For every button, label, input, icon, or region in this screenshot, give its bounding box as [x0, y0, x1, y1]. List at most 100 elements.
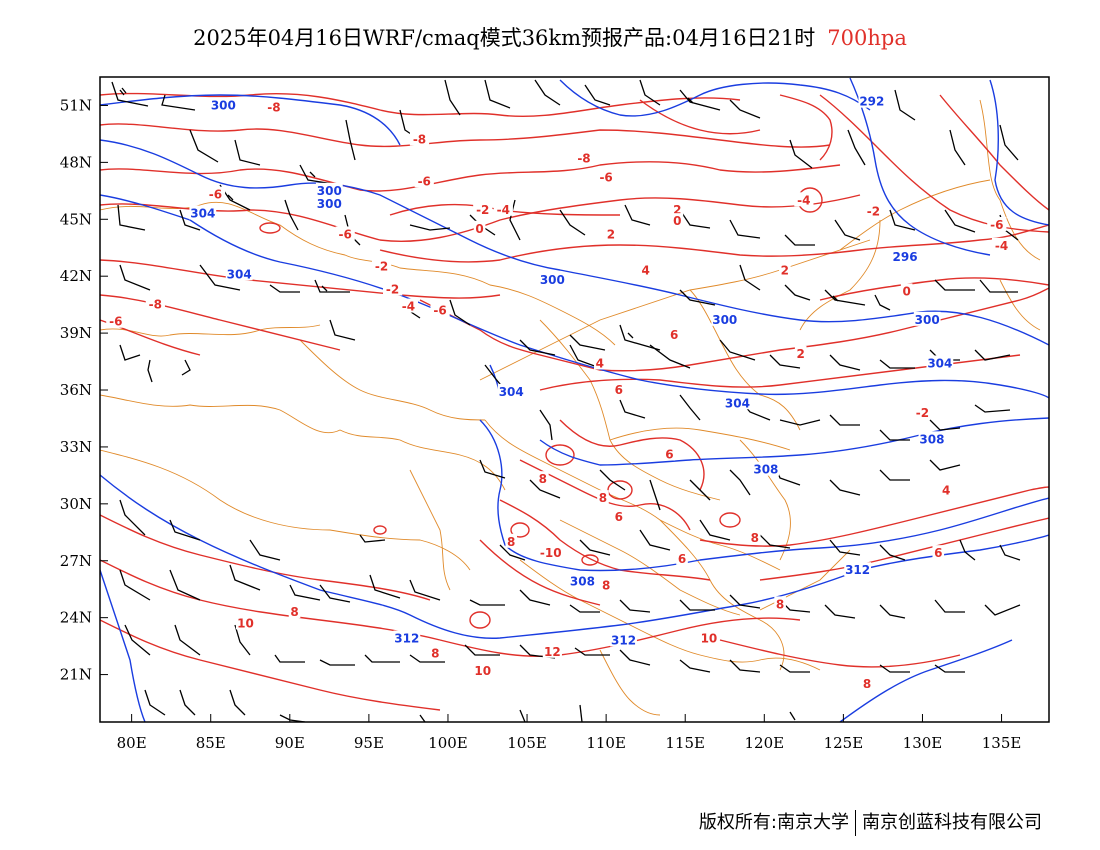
temperature-contour-label: 8: [431, 647, 439, 661]
temperature-contour-label: 6: [934, 546, 942, 560]
temperature-contours: [100, 92, 1049, 711]
height-contour-label-bg: [209, 97, 237, 112]
footer-separator: [855, 810, 856, 836]
lon-tick-label: 105E: [507, 734, 547, 752]
temperature-contour-label: 0: [475, 222, 483, 236]
map-background: [100, 77, 1049, 722]
temperature-contour-label-bg: [779, 262, 791, 277]
temperature-contour-label: 8: [751, 531, 759, 545]
temperature-contour-label: 0: [902, 284, 910, 298]
height-contour-label-bg: [497, 383, 525, 398]
lon-tick-label: 100E: [428, 734, 468, 752]
height-contour-label-bg: [189, 205, 217, 220]
height-contour-label: 304: [499, 385, 524, 399]
lat-tick-label: 42N: [60, 267, 92, 285]
temperature-contour-label-bg: [409, 131, 430, 146]
temperature-contour-label: 8: [602, 578, 610, 592]
map-title: 2025年04月16日WRF/cmaq模式36km预报产品:04月16日21时 7…: [0, 22, 1100, 52]
height-contour-label-bg: [858, 93, 886, 108]
temperature-contour-label-bg: [794, 192, 814, 207]
temperature-contour-label-bg: [205, 186, 226, 201]
height-contour-label-bg: [393, 630, 421, 645]
lon-tick-label: 120E: [745, 734, 785, 752]
lon-tick-label: 80E: [117, 734, 147, 752]
lat-tick-label: 48N: [60, 153, 92, 171]
temperature-contour-label: 6: [615, 383, 623, 397]
temperature-contour-label-bg: [429, 645, 442, 660]
height-contour-label: 300: [540, 273, 565, 287]
temperature-contour-label: -2: [867, 205, 880, 219]
temperature-contour-label: -6: [990, 218, 1003, 232]
temperature-contour-label: -2: [476, 203, 489, 217]
temperature-contour-label-bg: [473, 662, 493, 677]
temperature-contour-label-bg: [473, 220, 486, 235]
temperature-contour-label: -8: [267, 100, 280, 114]
temperature-contour-label: 6: [670, 328, 678, 342]
temperature-contour-label: 4: [596, 356, 604, 370]
temperature-contour-label-bg: [861, 676, 873, 691]
temperature-contour-label: 6: [678, 552, 686, 566]
height-contour-label-bg: [724, 395, 751, 410]
temperature-contour-label-bg: [600, 577, 612, 592]
temperature-contour-label-bg: [663, 446, 676, 461]
lon-tick-label: 115E: [665, 734, 705, 752]
temperature-contour-label-bg: [900, 283, 913, 298]
temperature-contour-label: -4: [797, 193, 810, 207]
copyright-footer: 版权所有:南京大学 南京创蓝科技有限公司: [699, 808, 1042, 836]
temperature-contour-label: 8: [863, 677, 871, 691]
height-contour-label: 304: [725, 396, 750, 410]
temperature-contour-label-bg: [493, 201, 513, 216]
temperature-contour-label: -8: [149, 298, 162, 312]
temperature-contour-label-bg: [932, 545, 945, 560]
height-contour-label: 300: [712, 313, 737, 327]
temperature-contour-label: -2: [386, 282, 399, 296]
temperature-contour-label-bg: [671, 213, 684, 228]
lat-tick-label: 36N: [60, 381, 92, 399]
temperature-contour-label-bg: [371, 258, 392, 273]
height-contour-label-bg: [538, 271, 566, 286]
temperature-contour-label: -4: [402, 300, 415, 314]
lon-tick-label: 130E: [903, 734, 943, 752]
temperature-contour-label-bg: [574, 150, 594, 165]
temperature-contour-label-bg: [699, 630, 719, 645]
copyright-company: 南京创蓝科技有限公司: [862, 812, 1042, 833]
temperature-contour-label: -10: [540, 546, 562, 560]
temperature-contour-label: -4: [497, 203, 510, 217]
temperature-contour-label: -2: [375, 260, 388, 274]
height-contour-label-bg: [315, 182, 343, 197]
temperature-label-layer: -8-8-8-6 -6-6-6-2 -40-2-2-4 -6-8-62024-4-22…: [106, 99, 1012, 691]
temperature-contour-label-bg: [594, 355, 606, 370]
temperature-contour-label-bg: [639, 262, 652, 277]
temperature-contour-label-bg: [605, 226, 617, 241]
temperature-contour-label-bg: [749, 529, 761, 544]
height-contour-label-bg: [891, 249, 919, 264]
temperature-contour-label: 12: [544, 645, 561, 659]
temperature-contour-label-bg: [671, 201, 684, 216]
map-title-main: 2025年04月16日WRF/cmaq模式36km预报产品:04月16日21时: [193, 26, 816, 50]
temperature-contour-label: -8: [577, 152, 590, 166]
temperature-contour-label-bg: [987, 216, 1007, 231]
lon-tick-label: 110E: [586, 734, 626, 752]
lat-tick-label: 21N: [60, 666, 92, 684]
temperature-contour-label-bg: [940, 482, 952, 497]
temperature-contour-label: 6: [665, 448, 673, 462]
lat-tick-label: 30N: [60, 495, 92, 513]
height-contour-label: 300: [915, 313, 940, 327]
temperature-contour-label: 8: [539, 472, 547, 486]
height-contour-label: 304: [927, 356, 952, 370]
height-contour-label: 304: [190, 207, 215, 221]
temperature-contour-label-bg: [473, 201, 493, 216]
temperature-contour-label: 6: [615, 510, 623, 524]
temperature-contour-label-bg: [794, 345, 807, 360]
temperature-contour-label-bg: [991, 237, 1012, 252]
temperature-contour-label-bg: [106, 313, 126, 328]
height-contour-label-bg: [711, 311, 739, 326]
temperature-contour-label: 4: [942, 484, 950, 498]
temperature-contour-label: 2: [673, 203, 681, 217]
temperature-contour-label-bg: [612, 509, 625, 524]
temperature-contour-label-bg: [542, 643, 562, 658]
temperature-contour-label-bg: [668, 327, 680, 341]
height-contour-label: 308: [570, 575, 595, 589]
height-contour-label-bg: [315, 196, 343, 211]
temperature-contour-label: -8: [413, 133, 426, 147]
